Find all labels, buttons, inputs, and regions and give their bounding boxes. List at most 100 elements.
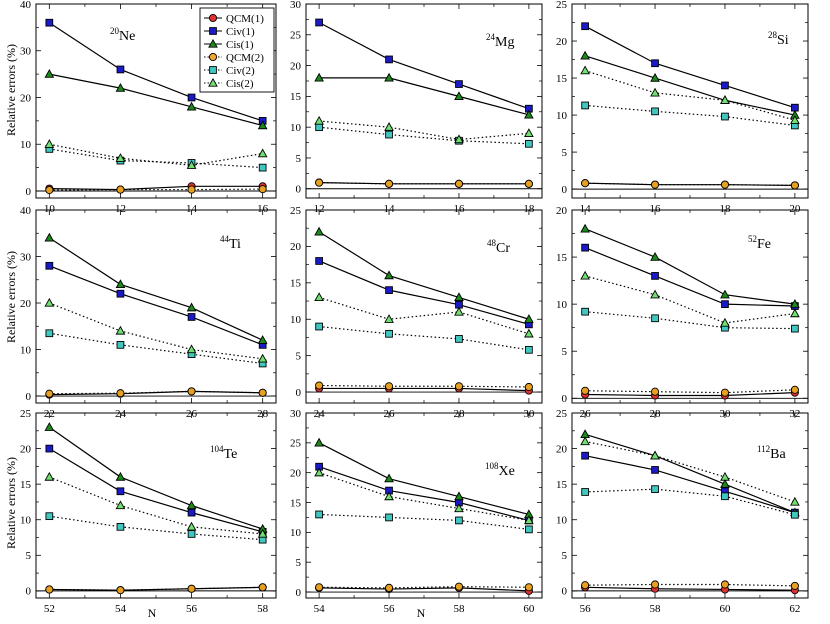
legend-marker (209, 66, 217, 74)
data-point (580, 65, 590, 75)
plot-frame (305, 412, 543, 599)
series-line (319, 126, 529, 145)
y-tick-label: 5 (296, 557, 302, 569)
data-point (385, 130, 393, 139)
nucleus-label: 44Ti (220, 234, 241, 252)
data-point (581, 22, 589, 31)
y-tick-label: 20 (290, 467, 302, 479)
data-point (581, 451, 589, 460)
data-point (384, 270, 394, 280)
x-tick-label: 14 (186, 203, 198, 215)
data-point (315, 322, 323, 331)
data-point (384, 583, 394, 592)
series-line (585, 389, 795, 394)
data-point (454, 179, 464, 188)
data-point (650, 387, 660, 396)
y-tick-label: 15 (556, 252, 568, 264)
series-cis2 (314, 467, 534, 525)
series-civ2 (315, 322, 533, 354)
data-point (314, 292, 324, 302)
data-point (524, 109, 534, 119)
data-point (116, 487, 125, 496)
legend-marker (208, 38, 218, 48)
data-point (651, 272, 659, 280)
x-tick-label: 16 (453, 203, 465, 215)
data-point (721, 300, 729, 308)
nucleus-label: 104Te (210, 444, 237, 462)
y-tick-label: 5 (26, 550, 32, 562)
data-point (257, 120, 268, 130)
y-tick-label: 0 (26, 391, 32, 403)
data-point (187, 93, 196, 102)
series-line (318, 472, 529, 522)
data-point (455, 516, 463, 525)
x-tick-label: 54 (314, 603, 326, 615)
data-point (116, 289, 125, 298)
data-point (315, 510, 323, 519)
data-point (525, 345, 533, 354)
data-point (115, 153, 126, 162)
series-civ2 (315, 510, 533, 534)
data-point (187, 313, 196, 321)
series-line (584, 228, 795, 305)
y-tick-label: 30 (290, 408, 302, 420)
panel-si: 0 5 10 15 20 25 14 16 18 20 28Si (556, 0, 809, 215)
y-tick-label: 10 (20, 515, 32, 527)
legend-label: QCM(2) (226, 52, 264, 64)
series-cis2 (580, 270, 800, 327)
series-cis2 (580, 436, 800, 506)
series-line (319, 513, 529, 530)
y-tick-label: 5 (562, 346, 568, 358)
series-line (318, 466, 530, 522)
data-point (720, 180, 730, 189)
data-point (187, 584, 196, 593)
data-point (45, 389, 54, 398)
series-line (318, 231, 530, 320)
nucleus-label: 24Mg (486, 32, 514, 50)
series-line (49, 148, 263, 169)
series-civ2 (45, 512, 267, 544)
series-line (584, 455, 796, 514)
data-point (315, 123, 323, 132)
series-line (49, 185, 263, 191)
data-point (650, 450, 660, 460)
data-point (581, 488, 589, 496)
y-tick-label: 10 (556, 299, 568, 311)
data-point (650, 251, 660, 261)
data-point (580, 223, 590, 233)
plot-frame (35, 412, 277, 599)
y-tick-label: 15 (290, 497, 302, 509)
data-point (651, 485, 659, 493)
data-point (315, 583, 324, 592)
y-tick-label: 25 (20, 408, 32, 420)
series-line (318, 260, 530, 325)
series-line (584, 70, 796, 121)
data-point (44, 139, 55, 148)
data-point (45, 329, 54, 338)
series-line (49, 265, 263, 346)
x-tick-label: 60 (719, 603, 731, 615)
series-line (318, 296, 530, 335)
data-point (385, 55, 393, 64)
series-cis2 (44, 471, 268, 538)
data-point (524, 328, 534, 338)
data-point (454, 382, 464, 391)
y-tick-label: 25 (290, 30, 302, 42)
series-civ2 (581, 307, 799, 333)
data-point (187, 387, 196, 396)
data-point (455, 335, 463, 343)
y-tick-label: 20 (556, 36, 568, 48)
legend: QCM(1)Civ(1)Cis(1)QCM(2)Civ(2)Cis(2) (199, 7, 275, 93)
y-tick-label: 20 (556, 443, 568, 455)
data-point (44, 471, 55, 481)
series-qcm1 (315, 583, 533, 595)
y-tick-label: 0 (296, 184, 302, 196)
data-point (186, 302, 197, 312)
data-point (45, 512, 54, 521)
series-civ2 (45, 329, 267, 368)
data-point (524, 128, 534, 137)
y-tick-label: 0 (26, 186, 32, 198)
data-point (314, 437, 324, 447)
y-tick-label: 25 (290, 438, 302, 450)
data-point (720, 471, 730, 481)
